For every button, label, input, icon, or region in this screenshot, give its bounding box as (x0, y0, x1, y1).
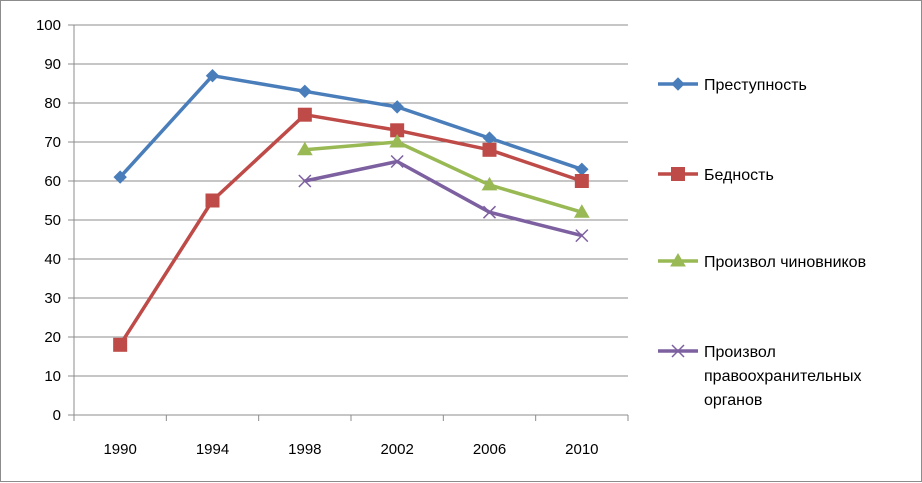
x-tick-label: 2002 (380, 441, 413, 458)
y-tick-labels: 0 10 20 30 40 50 60 70 80 90 100 (36, 17, 61, 424)
data-point (481, 176, 498, 191)
data-point (574, 174, 589, 188)
data-point (482, 142, 497, 157)
data-point (205, 68, 220, 83)
x-tick-labels: 1990 1994 1998 2002 2006 2010 (103, 441, 598, 458)
y-tick-label: 0 (53, 407, 61, 424)
series-1 (113, 68, 589, 184)
legend-label: Произвол чиновников (704, 254, 866, 271)
axes (68, 24, 629, 421)
data-point (389, 134, 406, 148)
x-tick-label: 2010 (565, 441, 598, 458)
legend-marker (670, 253, 686, 267)
y-tick-label: 60 (44, 173, 61, 190)
legend-marker (671, 77, 685, 91)
series-line (118, 112, 583, 346)
y-tick-label: 40 (44, 251, 61, 268)
legend-item-3: Произвол чиновников (658, 253, 866, 271)
y-tick-label: 10 (44, 368, 61, 385)
gridlines (74, 24, 628, 377)
data-point (575, 229, 589, 243)
legend-label: правоохранительных (704, 368, 862, 385)
data-point (390, 100, 404, 114)
data-point (113, 337, 128, 352)
legend-label: органов (704, 392, 762, 409)
series-line (304, 159, 583, 238)
marker-stroke (671, 344, 685, 358)
series-2 (113, 107, 589, 352)
data-point (390, 154, 404, 169)
marker-stroke (482, 205, 497, 219)
data-point (573, 204, 590, 218)
data-point (298, 84, 312, 99)
y-tick-label: 30 (44, 290, 61, 307)
data-point (296, 141, 313, 156)
data-point (575, 162, 589, 177)
y-tick-label: 80 (44, 95, 61, 112)
marker-stroke (298, 174, 312, 188)
legend-marker (671, 344, 685, 358)
data-point (113, 170, 127, 184)
y-tick-label: 90 (44, 56, 61, 73)
legend-label: Произвол (704, 344, 776, 361)
legend-marker (671, 167, 685, 181)
series-line (304, 140, 583, 214)
data-point (297, 107, 312, 122)
legend-label: Бедность (704, 167, 774, 184)
series-line (118, 73, 583, 179)
legend-item-2: Бедность (658, 167, 774, 184)
legend-item-1: Преступность (658, 77, 807, 94)
marker-stroke (390, 154, 404, 169)
y-tick-label: 100 (36, 17, 61, 34)
x-tick-label: 2006 (473, 441, 506, 458)
x-tick-label: 1998 (288, 441, 321, 458)
data-point (298, 174, 312, 188)
y-tick-label: 20 (44, 329, 61, 346)
series-3 (296, 134, 590, 218)
y-tick-label: 70 (44, 134, 61, 151)
legend: Преступность Бедность Произвол чиновников П… (658, 77, 866, 409)
series-group (113, 68, 590, 352)
legend-item-4: Произвол правоохранительных органов (658, 344, 862, 409)
marker-stroke (575, 229, 589, 243)
x-tick-label: 1990 (103, 441, 136, 458)
legend-label: Преступность (704, 77, 807, 94)
data-point (205, 193, 220, 208)
data-point (482, 205, 497, 219)
x-tick-label: 1994 (196, 441, 229, 458)
y-tick-label: 50 (44, 212, 61, 229)
series-4 (298, 154, 589, 243)
